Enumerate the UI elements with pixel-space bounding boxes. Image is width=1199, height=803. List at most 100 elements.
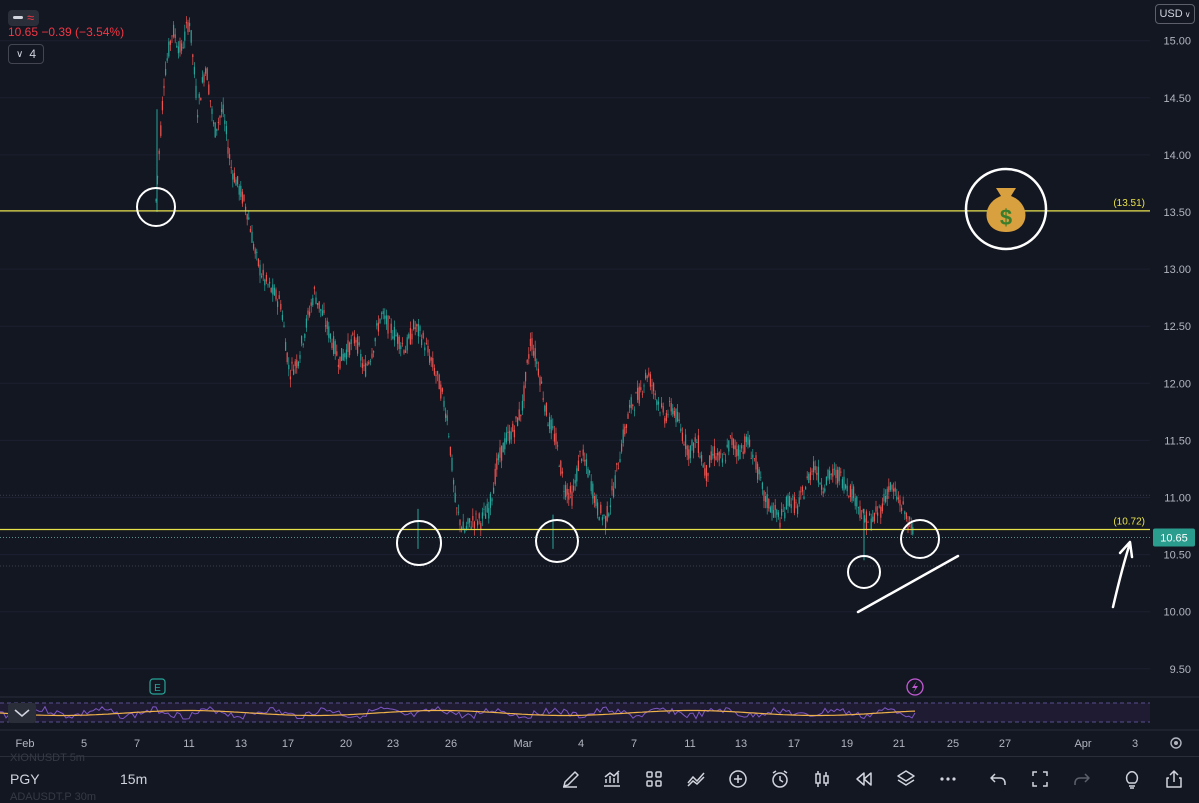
candle-body <box>787 495 789 506</box>
symbol-button[interactable]: PGY <box>10 771 40 787</box>
earnings-marker[interactable]: E <box>149 678 166 695</box>
candle-body <box>473 521 475 529</box>
candle-body <box>613 488 615 497</box>
candle-body <box>518 409 520 420</box>
candle-body <box>792 495 794 497</box>
indicator-toggle-button[interactable]: ∨ 4 <box>8 44 44 64</box>
candle-body <box>581 459 583 462</box>
replay-button[interactable] <box>850 765 878 793</box>
candle-body <box>632 404 634 407</box>
share-button[interactable] <box>1160 765 1188 793</box>
candle-body <box>657 401 659 405</box>
candle-body <box>381 312 383 314</box>
time-axis[interactable]: Feb 5 7 11 13 17 20 23 26 Mar 4 7 11 13 17 19 21 25 27 Apr 3 <box>0 729 1199 750</box>
add-button[interactable] <box>724 765 752 793</box>
candle-body <box>313 287 315 289</box>
money-bag-icon: $ <box>964 167 1048 251</box>
candle-body <box>352 333 354 335</box>
candle-body <box>737 445 739 456</box>
candle-body <box>675 408 677 423</box>
candle-body <box>726 444 728 448</box>
indicators-button[interactable] <box>682 765 710 793</box>
candle-body <box>689 445 691 459</box>
candle-body <box>598 516 600 521</box>
candle-body <box>830 474 832 476</box>
layout-grid-button[interactable] <box>640 765 668 793</box>
candle-body <box>190 30 192 43</box>
candle-body <box>206 68 208 81</box>
candle-body <box>865 511 867 530</box>
candle-body <box>387 315 389 334</box>
candle-body <box>193 66 195 75</box>
candle-body <box>163 85 165 89</box>
candle-body <box>609 505 611 508</box>
candle-body <box>256 251 258 253</box>
alert-button[interactable] <box>766 765 794 793</box>
candle-body <box>841 479 843 489</box>
price-axis[interactable]: 15.00 14.50 14.00 13.50 13.00 12.50 12.00 11.50… <box>1150 0 1199 756</box>
candle-body <box>374 338 376 342</box>
candle-body <box>729 435 731 437</box>
rsi-indicator-pane[interactable] <box>0 696 1199 723</box>
layers-button[interactable] <box>892 765 920 793</box>
candle-body <box>176 45 178 48</box>
candle-body <box>309 311 311 316</box>
settings-gear-icon[interactable] <box>1170 737 1182 749</box>
ideas-button[interactable] <box>1118 765 1146 793</box>
candle-body <box>585 459 587 467</box>
redo-button[interactable] <box>1068 765 1096 793</box>
candle-body <box>421 339 423 346</box>
candle-body <box>845 484 847 489</box>
candle-body <box>448 436 450 437</box>
candle-body <box>221 109 223 113</box>
candle-body <box>763 490 765 502</box>
candle-body <box>342 353 344 361</box>
candle-body <box>718 451 720 461</box>
time-tick-label: 3 <box>1132 738 1138 750</box>
chart-style-button[interactable] <box>598 765 626 793</box>
undo-icon <box>990 773 1006 785</box>
candle-body <box>365 362 367 377</box>
candle-body <box>400 345 402 350</box>
fullscreen-button[interactable] <box>1026 765 1054 793</box>
price-change-quote: 10.65 −0.39 (−3.54%) <box>8 25 125 39</box>
lightning-marker-icon[interactable] <box>906 678 924 696</box>
chart-type-pill[interactable]: ≈ <box>8 9 40 26</box>
collapse-pane-icon[interactable] <box>8 703 36 723</box>
more-button[interactable] <box>934 765 962 793</box>
candle-body <box>893 488 895 492</box>
currency-select[interactable]: USD ∨ <box>1155 4 1195 24</box>
candle-body <box>891 485 893 490</box>
candle-body <box>373 350 375 353</box>
candle-body <box>664 418 666 424</box>
candle-body <box>294 361 296 367</box>
price-tick-label: 11.50 <box>1164 435 1191 447</box>
candle-body <box>299 355 301 359</box>
candle-body <box>288 364 290 370</box>
candle-body <box>661 403 663 407</box>
candle-body <box>254 249 256 254</box>
price-chart[interactable]: (13.51) (10.72) 15.00 14.50 14.00 13.50 13.00… <box>0 0 1199 756</box>
candle-body <box>341 348 343 361</box>
draw-brush-button[interactable] <box>557 765 585 793</box>
candle-body <box>464 530 466 533</box>
candle-body <box>761 482 763 489</box>
undo-button[interactable] <box>984 765 1012 793</box>
price-tick-label: 11.00 <box>1164 493 1191 505</box>
candle-body <box>728 440 730 452</box>
candle-body <box>406 337 408 351</box>
candle-body <box>699 456 701 458</box>
candle-body <box>462 521 464 529</box>
candle-body <box>867 521 869 523</box>
candle-body <box>483 508 485 510</box>
candle-body <box>222 104 224 114</box>
candle-body <box>549 416 551 430</box>
last-price-badge <box>1153 528 1195 547</box>
interval-button[interactable]: 15m <box>120 771 148 787</box>
candles-button[interactable] <box>808 765 836 793</box>
candle-body <box>401 343 403 345</box>
candle-body <box>709 455 711 468</box>
candle-body <box>797 505 799 515</box>
candle-body <box>571 491 573 506</box>
candle-body <box>337 364 339 368</box>
